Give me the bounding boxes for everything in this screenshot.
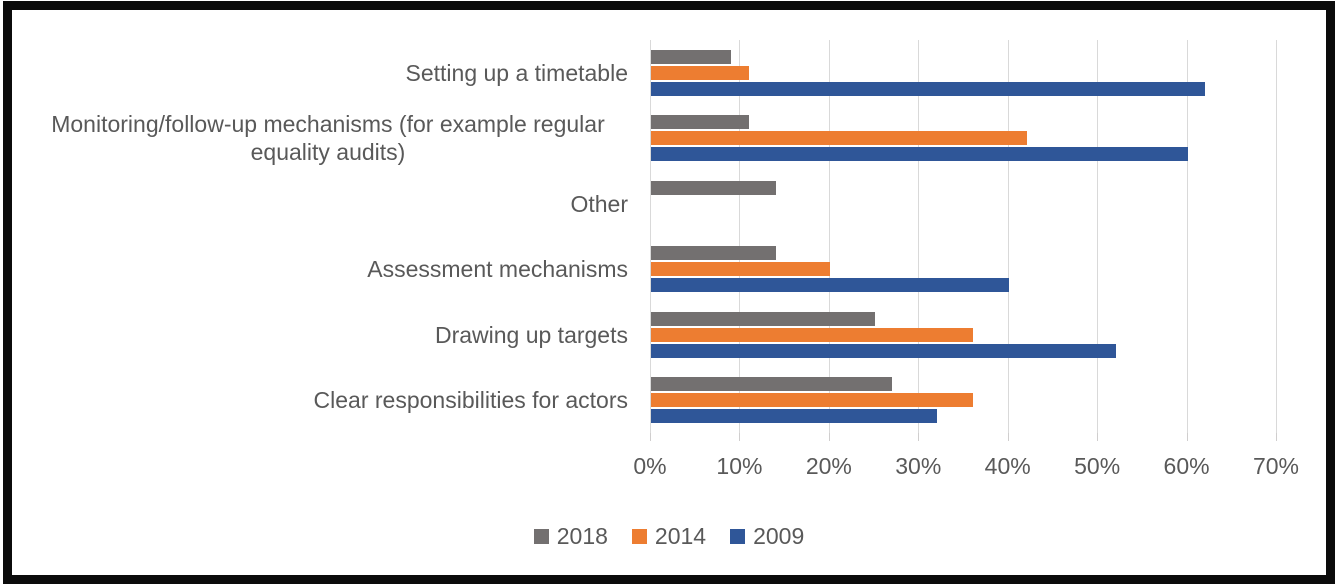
- x-axis-label-70: 70%: [1252, 453, 1300, 479]
- bar-2018-clear-responsibilities-for-actors: [651, 377, 893, 392]
- bar-2018-monitoring-follow-up-mechanisms-for-example-regular-equality-audits: [651, 115, 750, 130]
- bar-2014-clear-responsibilities-for-actors: [651, 393, 973, 408]
- x-axis-label-30: 30%: [895, 453, 942, 479]
- category-label-drawing-up-targets: Drawing up targets: [28, 302, 628, 368]
- axis-tick-40: [1007, 433, 1009, 441]
- bar-2009-clear-responsibilities-for-actors: [651, 409, 938, 424]
- x-axis-label-40: 40%: [984, 453, 1031, 479]
- axis-tick-50: [1097, 433, 1099, 441]
- x-axis-label-10: 10%: [716, 453, 763, 479]
- category-label-monitoring-follow-up-mechanisms-for-example-regular-equality-audits: Monitoring/follow-up mechanisms (for exa…: [28, 106, 628, 172]
- x-axis-label-50: 50%: [1074, 453, 1121, 479]
- legend-swatch-icon: [730, 528, 746, 544]
- gridline-70: [1276, 40, 1277, 433]
- axis-tick-60: [1186, 433, 1188, 441]
- category-label-assessment-mechanisms: Assessment mechanisms: [28, 237, 628, 303]
- legend-label: 2009: [753, 522, 805, 549]
- category-label-text: Clear responsibilities for actors: [313, 387, 628, 414]
- gridline-40: [1007, 40, 1009, 433]
- category-label-setting-up-a-timetable: Setting up a timetable: [28, 40, 628, 106]
- category-label-clear-responsibilities-for-actors: Clear responsibilities for actors: [28, 368, 628, 434]
- x-axis-label-0: 0%: [633, 453, 667, 479]
- legend-item-2009: 2009: [730, 523, 804, 550]
- category-label-text: Monitoring/follow-up mechanisms (for exa…: [51, 111, 605, 166]
- gridline-20: [828, 40, 830, 433]
- gridline-30: [918, 40, 920, 433]
- legend-label: 2018: [556, 522, 608, 549]
- bar-2014-assessment-mechanisms: [651, 262, 830, 277]
- category-label-text: Setting up a timetable: [405, 59, 628, 86]
- bar-2014-setting-up-a-timetable: [651, 65, 750, 80]
- axis-tick-10: [739, 433, 741, 441]
- bar-2018-assessment-mechanisms: [651, 246, 777, 261]
- legend: 2018 2014 2009: [0, 520, 1338, 552]
- bar-2014-monitoring-follow-up-mechanisms-for-example-regular-equality-audits: [651, 131, 1027, 146]
- category-label-text: Assessment mechanisms: [367, 256, 628, 283]
- legend-item-2014: 2014: [631, 522, 707, 550]
- bar-2018-setting-up-a-timetable: [651, 49, 732, 64]
- gridline-10: [739, 40, 741, 433]
- legend-label: 2014: [654, 522, 707, 549]
- bar-2009-setting-up-a-timetable: [651, 81, 1206, 96]
- gridline-50: [1097, 40, 1099, 433]
- x-axis-label-60: 60%: [1163, 453, 1210, 479]
- axis-tick-20: [828, 433, 830, 441]
- bar-2014-drawing-up-targets: [651, 327, 973, 342]
- axis-tick-30: [918, 433, 920, 441]
- gridline-60: [1186, 40, 1188, 433]
- category-label-other: Other: [28, 171, 628, 237]
- legend-swatch-icon: [533, 528, 549, 544]
- x-axis-label-20: 20%: [805, 453, 852, 479]
- category-label-text: Drawing up targets: [434, 321, 628, 348]
- category-label-text: Other: [570, 190, 628, 217]
- bar-2009-monitoring-follow-up-mechanisms-for-example-regular-equality-audits: [651, 147, 1188, 162]
- gridline-0: [650, 40, 651, 433]
- bar-2018-drawing-up-targets: [651, 311, 875, 326]
- axis-tick-70: [1276, 433, 1277, 441]
- bar-2009-assessment-mechanisms: [651, 278, 1009, 293]
- bar-2009-drawing-up-targets: [651, 343, 1117, 358]
- bar-2018-other: [651, 180, 777, 195]
- axis-tick-0: [650, 433, 651, 441]
- legend-item-2018: 2018: [533, 522, 608, 550]
- legend-swatch-icon: [631, 528, 647, 544]
